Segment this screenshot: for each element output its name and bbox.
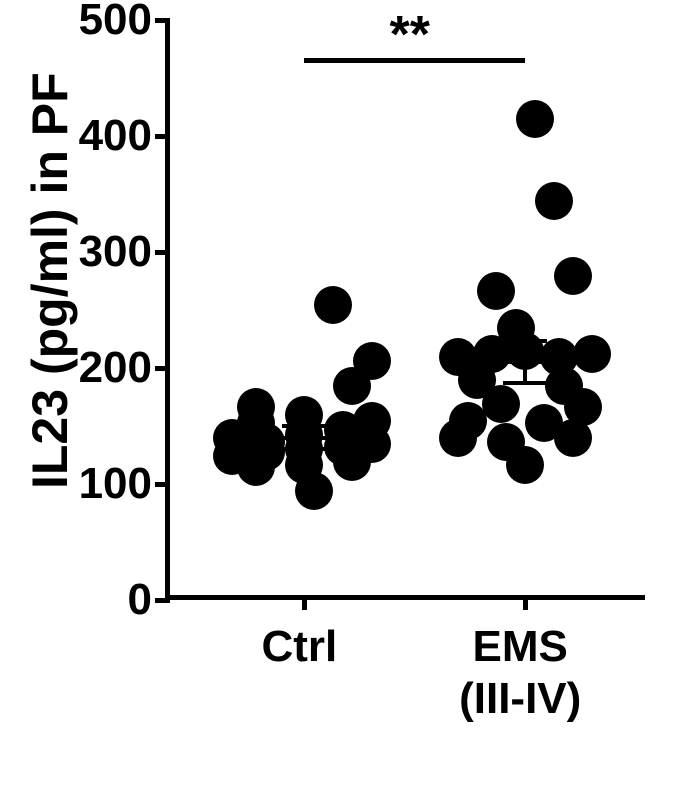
y-tick-label: 300: [79, 227, 152, 277]
x-tick: [523, 595, 528, 610]
y-tick: [155, 482, 170, 487]
significance-label: **: [390, 5, 430, 65]
data-point: [295, 472, 333, 510]
y-tick-label: 100: [79, 459, 152, 509]
x-category-label: EMS: [473, 622, 568, 672]
y-tick-label: 400: [79, 111, 152, 161]
y-tick: [155, 134, 170, 139]
error-bar: [523, 341, 527, 383]
data-point: [482, 385, 520, 423]
data-point: [314, 286, 352, 324]
error-cap: [282, 447, 326, 451]
x-category-label: Ctrl: [262, 622, 338, 672]
data-point: [573, 335, 611, 373]
y-tick: [155, 366, 170, 371]
data-point: [439, 419, 477, 457]
scatter-chart: IL23 (pg/ml) in PF 0 100 200 300 400 500 Ctrl…: [0, 0, 682, 785]
error-bar: [302, 426, 306, 449]
data-point: [506, 446, 544, 484]
y-tick-label: 500: [79, 0, 152, 45]
data-point: [554, 257, 592, 295]
data-point: [535, 182, 573, 220]
y-tick-label: 200: [79, 343, 152, 393]
y-tick: [155, 598, 170, 603]
data-point: [353, 342, 391, 380]
y-tick: [155, 250, 170, 255]
y-tick: [155, 18, 170, 23]
plot-area: [165, 20, 645, 600]
x-category-label: (III-IV): [459, 674, 581, 724]
data-point: [516, 100, 554, 138]
y-axis-title: IL23 (pg/ml) in PF: [21, 169, 79, 489]
error-cap: [503, 339, 547, 343]
data-point: [477, 272, 515, 310]
data-point: [333, 443, 371, 481]
error-cap: [503, 381, 547, 385]
y-tick-label: 0: [128, 575, 152, 625]
data-point: [554, 419, 592, 457]
data-point: [237, 448, 275, 486]
error-cap: [282, 424, 326, 428]
x-tick: [302, 595, 307, 610]
